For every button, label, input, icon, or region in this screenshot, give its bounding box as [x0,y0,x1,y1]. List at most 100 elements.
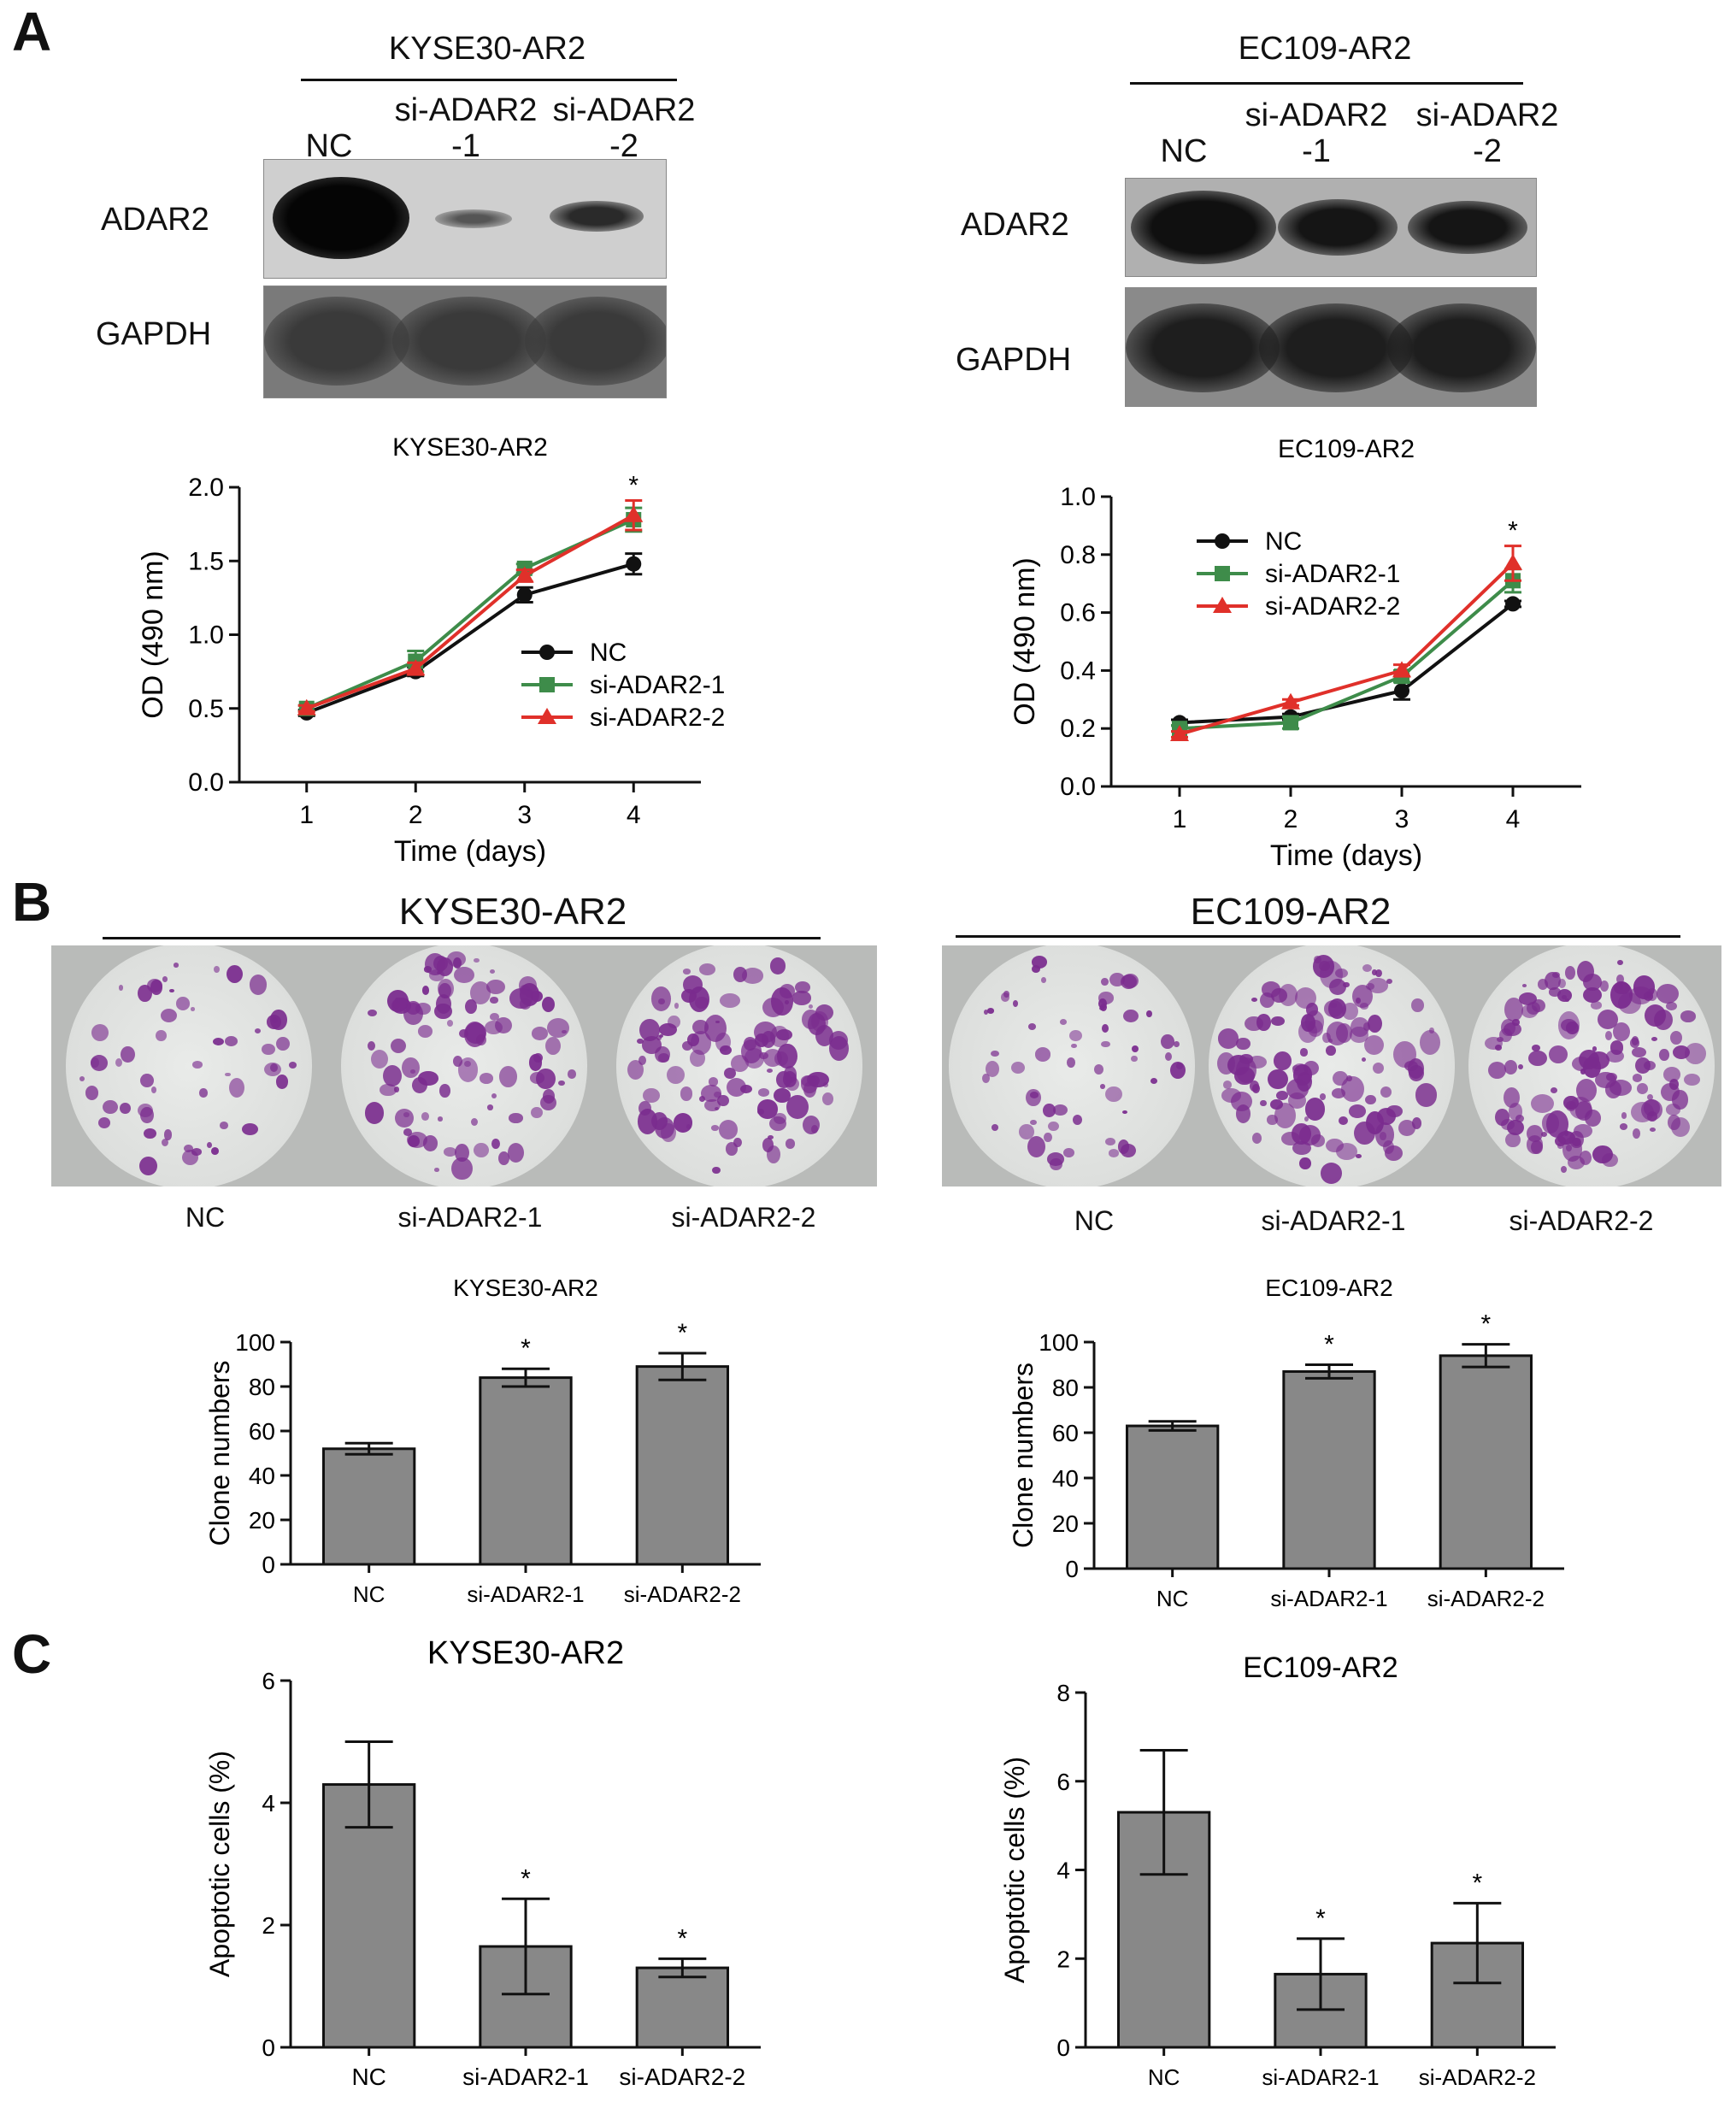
y-tick-label: 0.0 [1060,773,1096,801]
colony-spot [811,1124,819,1134]
colony-spot [367,1041,375,1051]
y-tick-label: 2.0 [188,474,224,502]
colony-spot [1050,1157,1062,1170]
colony-spot [1356,998,1362,1004]
data-point [1215,566,1230,581]
colony-spot [1582,986,1602,1003]
colony-spot [434,1168,440,1172]
colony-spot [1330,1002,1337,1008]
colony-spot [783,1071,797,1087]
colony-spot [79,1076,85,1082]
colony-spot [1259,992,1274,1009]
colony-spot [1548,1045,1568,1063]
colony-spot [402,1057,420,1078]
data-point [406,659,426,676]
y-tick-label: 0.2 [1060,715,1096,743]
colony-spot [115,1058,122,1068]
colony-spot [1666,1002,1677,1011]
y-tick-label: 2 [262,1912,275,1939]
colony-spot [1322,1033,1331,1044]
colony-spot [1558,1011,1580,1039]
colony-spot [1299,1048,1309,1057]
colony-spot [498,1066,518,1087]
colony-spot [1557,978,1566,988]
blot-band [1278,199,1398,256]
y-axis-label: Clone numbers [1008,1363,1039,1548]
blot-band [1126,303,1280,392]
colony-spot [1320,1093,1326,1100]
colony-spot [1098,992,1115,1004]
series-line [306,562,634,715]
colony-spot [1013,1000,1019,1008]
line-chart-ec109-od: EC109-AR2 0.0 0.2 0.4 0.6 0.8 1.0 1 2 3 4 Time (day… [1009,435,1581,872]
colony-spot [1372,1063,1384,1075]
colony-spot [659,1022,677,1037]
panel-label-b: B [12,871,52,933]
blot-cell-line-title: EC109-AR2 [1238,31,1412,67]
colony-spot [434,1003,452,1020]
y-tick-label: 60 [1052,1420,1079,1446]
culture-dish [949,945,1195,1186]
colony-spot [540,1094,557,1110]
colony-spot [1292,1063,1309,1076]
colony-spot [509,1113,523,1123]
y-tick-label: 0 [1056,2034,1070,2061]
colony-spot [489,969,495,974]
culture-dish [1468,945,1715,1186]
blot-lane-label: NC [1160,133,1208,169]
colony-spot [1531,1044,1540,1051]
colony-spot [470,1117,478,1127]
legend-entry: NC [590,639,627,667]
colony-spot [1304,1097,1326,1121]
colony-spot [1271,1016,1285,1026]
bar [635,1365,730,1566]
blot-band [273,177,409,259]
colony-spot [740,1084,753,1093]
significance-marker: * [521,1334,531,1363]
colony-spot [1059,1019,1067,1025]
colony-dish-label: NC [1074,1205,1115,1236]
colony-spot [1044,1132,1053,1143]
blot-band [550,201,644,232]
culture-dish [66,945,312,1186]
chart-title: KYSE30-AR2 [453,1275,598,1301]
blot-row-label: ADAR2 [101,202,209,238]
data-point [1213,597,1232,613]
colony-spot [1668,1114,1680,1130]
data-point [538,708,556,724]
colony-spot [1659,1049,1669,1061]
colony-spot [490,997,498,1004]
colony-spot [1325,1045,1337,1057]
colony-spot [395,1109,414,1128]
colony-spot [266,1015,281,1029]
colony-spot [1275,1091,1289,1101]
blot-strip-adar2 [263,159,667,279]
significance-marker: * [1508,517,1518,545]
colony-spot [715,1020,721,1024]
colony-spot [1684,1043,1707,1065]
colony-spot [507,1142,525,1163]
colony-spot [1362,964,1373,973]
y-axis-label: OD (490 nm) [137,551,169,719]
y-tick-label: 6 [1056,1769,1070,1795]
colony-spot [140,1074,155,1087]
bar-chart-kyse30-apoptosis: KYSE30-AR2 0 2 4 6 Apoptotic cells (%) NC * si-A… [204,1635,761,2090]
y-tick-label: 1.5 [188,547,224,575]
colony-spot [1646,988,1658,1002]
x-tick-label: 3 [517,801,532,829]
y-tick-label: 100 [1039,1329,1079,1356]
blot-lane-label: si-ADAR2 -2 [1415,97,1559,169]
significance-marker: * [521,1864,531,1893]
colony-spot [1649,1128,1656,1133]
colony-spot [1531,1140,1544,1155]
colony-spot [815,1004,834,1022]
colony-spot [1519,992,1537,1006]
colony-spot [491,1138,501,1150]
colony-spot [1419,1030,1441,1056]
colony-spot [1499,1028,1512,1042]
colony-spot [1567,1155,1585,1169]
colony-spot [1374,969,1383,978]
colony-spot [1557,989,1573,1003]
colony-spot [454,966,475,983]
data-point [515,566,534,583]
